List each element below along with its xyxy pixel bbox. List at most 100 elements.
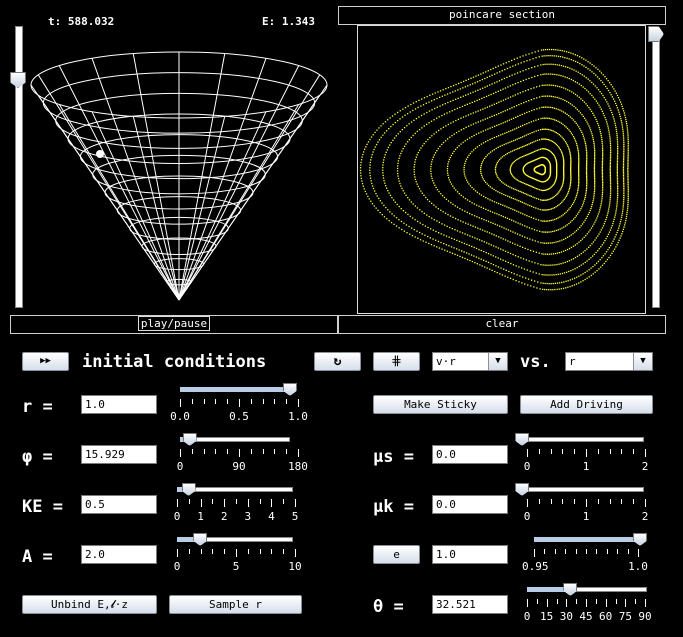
poincare-point <box>593 162 596 164</box>
poincare-point <box>589 129 592 131</box>
slider-track[interactable] <box>522 437 644 442</box>
slider-thumb[interactable] <box>633 533 647 546</box>
param-a-field[interactable]: 2.0 <box>81 545 157 564</box>
poincare-point <box>582 280 584 282</box>
slider-track[interactable] <box>522 487 644 492</box>
y-axis-select[interactable]: v·r ▼ <box>432 352 508 371</box>
poincare-point <box>500 100 502 102</box>
poincare-point <box>500 267 502 269</box>
poincare-point <box>497 176 499 179</box>
poincare-point <box>495 91 497 93</box>
poincare-point <box>533 87 535 89</box>
step-button[interactable]: ⋕ <box>373 352 420 371</box>
poincare-point <box>623 145 625 147</box>
e-button[interactable]: e <box>373 545 420 564</box>
poincare-point <box>502 182 504 184</box>
cone-3d-view <box>30 51 328 301</box>
poincare-point <box>468 154 470 156</box>
poincare-point <box>612 250 614 252</box>
poincare-point <box>627 139 629 141</box>
poincare-point <box>547 84 549 86</box>
poincare-point <box>517 256 519 258</box>
poincare-vertical-slider-thumb[interactable] <box>648 26 664 42</box>
poincare-point <box>509 141 511 143</box>
slider-thumb[interactable] <box>182 433 197 446</box>
poincare-point <box>426 214 428 216</box>
poincare-point <box>601 171 603 173</box>
sample-r-button[interactable]: Sample r <box>169 595 302 614</box>
poincare-point <box>501 193 503 195</box>
poincare-point <box>537 263 539 265</box>
poincare-point <box>579 128 581 130</box>
poincare-point <box>396 203 398 206</box>
add-driving-button[interactable]: Add Driving <box>520 395 653 414</box>
poincare-point <box>451 237 453 239</box>
param-e-field[interactable]: 1.0 <box>432 545 508 564</box>
poincare-point <box>568 260 570 262</box>
play-pause-button[interactable]: play/pause <box>10 315 338 334</box>
slider-tick <box>633 449 635 454</box>
unbind-button[interactable]: Unbind E,𝓵·z <box>22 595 157 614</box>
poincare-point <box>586 233 588 235</box>
poincare-point <box>506 76 508 78</box>
poincare-point <box>469 84 471 86</box>
reset-button[interactable]: ↻ <box>314 352 361 371</box>
poincare-point <box>482 130 484 132</box>
poincare-point <box>627 172 629 174</box>
param-phi-field[interactable]: 15.929 <box>81 445 157 464</box>
clear-button[interactable]: clear <box>338 315 666 334</box>
poincare-point <box>574 81 576 83</box>
slider-thumb[interactable] <box>563 583 578 596</box>
poincare-point <box>458 145 460 147</box>
slider-thumb[interactable] <box>283 383 297 396</box>
view-vertical-slider-track[interactable] <box>15 26 23 308</box>
poincare-point <box>530 177 533 179</box>
param-mus-field[interactable]: 0.0 <box>432 445 508 464</box>
param-theta-field[interactable]: 32.521 <box>432 595 508 614</box>
poincare-point <box>435 230 437 233</box>
poincare-point <box>494 168 497 170</box>
poincare-point <box>585 193 587 195</box>
param-r-field[interactable]: 1.0 <box>81 395 157 414</box>
poincare-point <box>428 101 430 103</box>
poincare-point <box>559 148 561 151</box>
poincare-point <box>546 231 548 233</box>
poincare-point <box>564 125 566 127</box>
poincare-point <box>549 175 551 177</box>
x-axis-select[interactable]: r ▼ <box>565 352 653 371</box>
poincare-point <box>541 209 543 211</box>
make-sticky-button[interactable]: Make Sticky <box>373 395 508 414</box>
poincare-point <box>617 146 619 148</box>
poincare-point <box>541 128 544 130</box>
slider-thumb[interactable] <box>515 433 529 446</box>
cone-spoke <box>178 58 267 301</box>
poincare-point <box>519 92 521 94</box>
poincare-point <box>562 181 564 183</box>
slider-thumb[interactable] <box>193 533 208 546</box>
poincare-point <box>605 260 607 263</box>
poincare-point <box>503 193 505 196</box>
view-vertical-slider-thumb[interactable] <box>10 72 26 88</box>
poincare-point <box>585 171 588 173</box>
poincare-point <box>521 181 523 183</box>
poincare-point <box>516 274 518 276</box>
poincare-point <box>490 244 492 246</box>
poincare-point <box>523 171 525 173</box>
poincare-point <box>616 182 619 184</box>
poincare-point <box>418 116 420 118</box>
poincare-point <box>586 270 588 272</box>
fast-forward-button[interactable]: ▶▶ <box>22 352 69 371</box>
slider-thumb[interactable] <box>515 483 529 496</box>
poincare-point <box>601 146 604 148</box>
poincare-point <box>369 169 371 171</box>
poincare-point <box>530 185 532 187</box>
slider-thumb[interactable] <box>181 483 196 496</box>
poincare-point <box>586 162 588 164</box>
poincare-point <box>587 61 589 63</box>
poincare-point <box>542 117 544 119</box>
param-ke-field[interactable]: 0.5 <box>81 495 157 514</box>
poincare-point <box>578 164 580 166</box>
param-muk-field[interactable]: 0.0 <box>432 495 508 514</box>
poincare-vertical-slider-track[interactable] <box>652 32 660 308</box>
poincare-point <box>467 223 469 225</box>
